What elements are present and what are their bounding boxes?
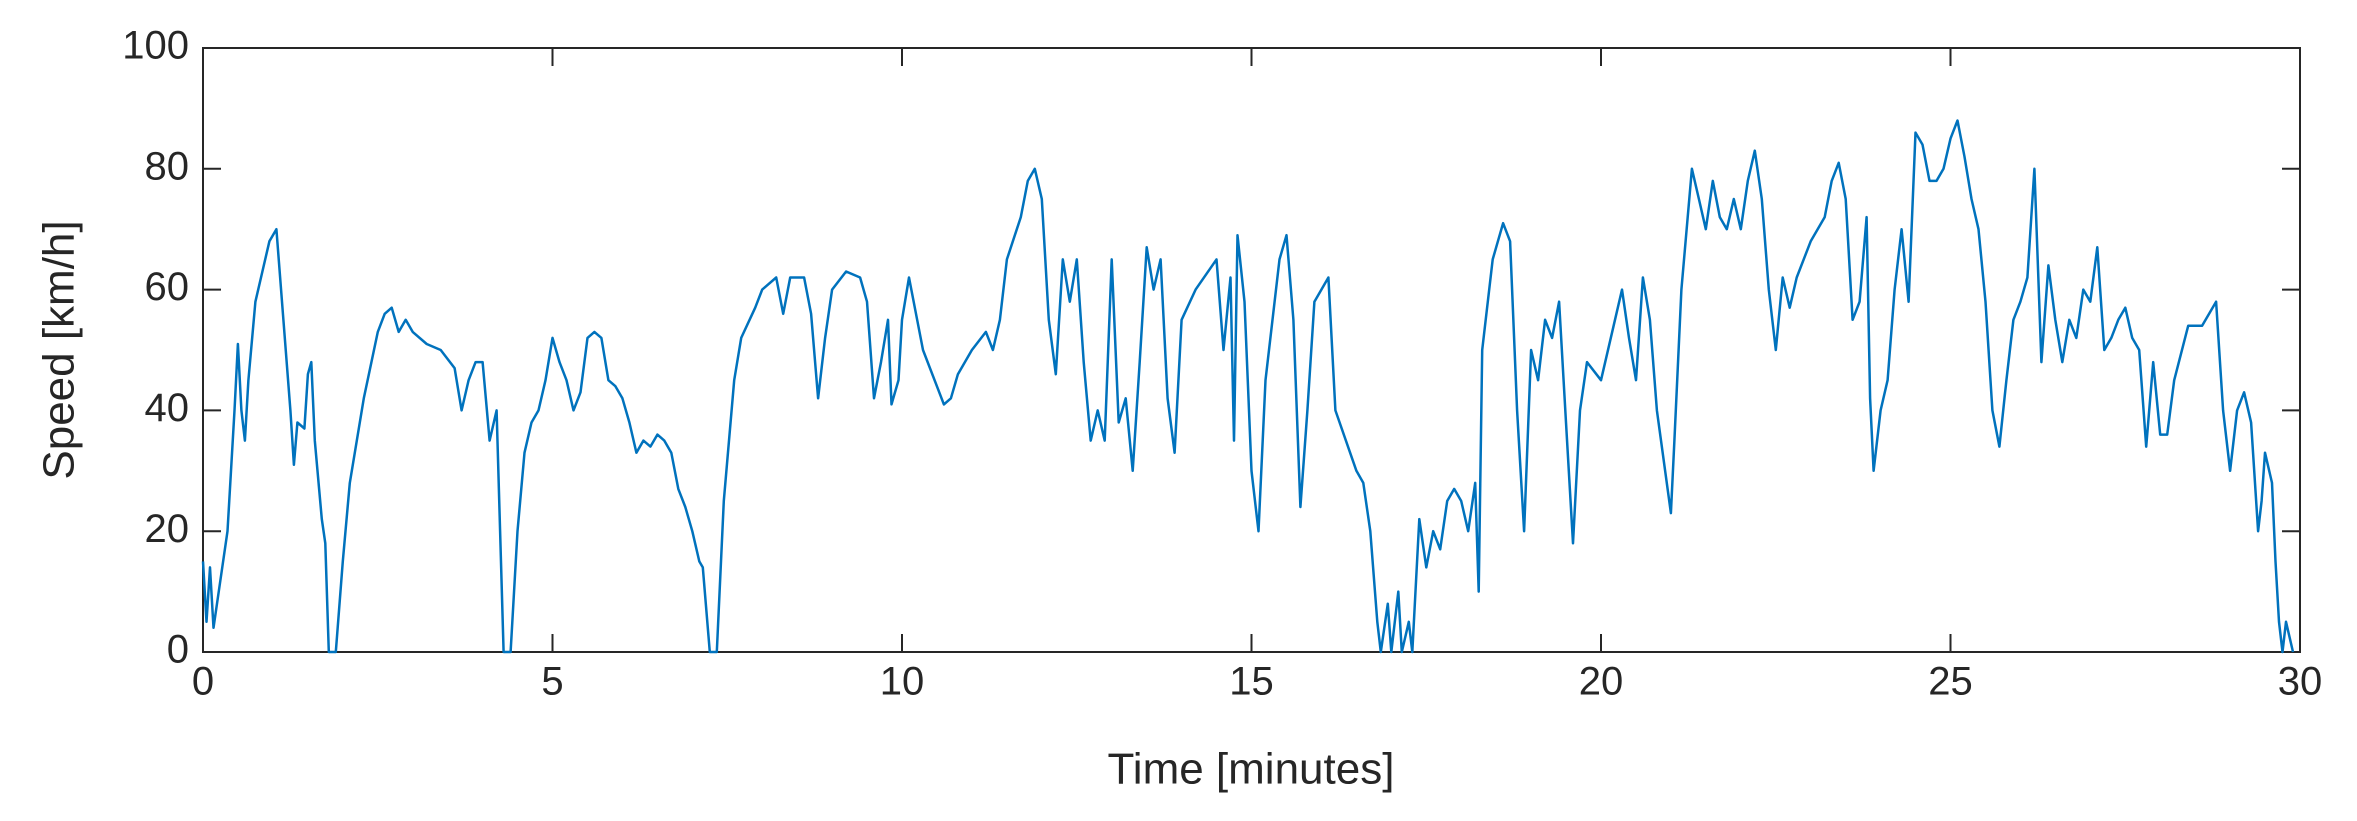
- y-tick-label: 40: [145, 386, 190, 430]
- x-tick-label: 30: [2278, 660, 2323, 704]
- x-tick-label: 5: [541, 660, 563, 704]
- y-tick-label: 80: [145, 144, 190, 188]
- x-tick-label: 0: [192, 660, 214, 704]
- plot-frame: [202, 47, 2301, 653]
- y-tick-label: 100: [122, 24, 189, 68]
- x-axis-label: Time [minutes]: [1108, 745, 1395, 794]
- x-tick-label: 10: [880, 660, 925, 704]
- y-tick-label: 20: [145, 507, 190, 551]
- x-tick-label: 20: [1579, 660, 1624, 704]
- y-axis-label: Speed [km/h]: [35, 220, 84, 479]
- speed-line: [201, 119, 2295, 654]
- y-tick-label: 0: [167, 628, 189, 672]
- x-tick-label: 15: [1229, 660, 1274, 704]
- x-tick-label: 25: [1928, 660, 1973, 704]
- y-tick-label: 60: [145, 265, 190, 309]
